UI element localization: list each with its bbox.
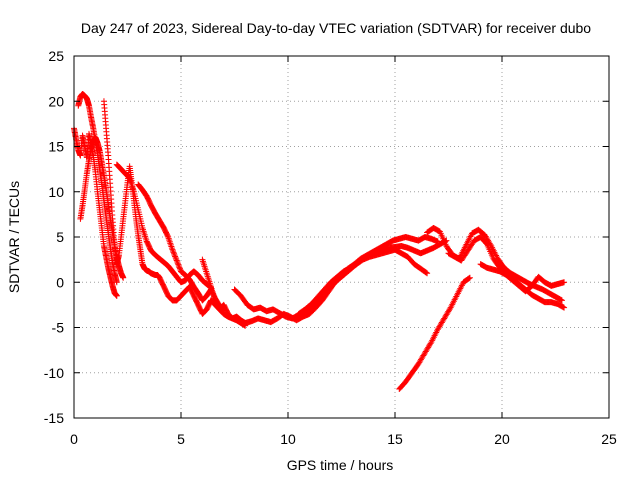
y-tick-label: -10 xyxy=(44,365,64,381)
y-axis-label: SDTVAR / TECUs xyxy=(6,181,22,293)
data-point xyxy=(174,258,181,265)
y-tick-label: 20 xyxy=(48,93,64,109)
series-sat-c xyxy=(77,134,127,281)
data-point xyxy=(466,274,473,281)
series-sat-j xyxy=(396,274,473,393)
chart-title: Day 247 of 2023, Sidereal Day-to-day VTE… xyxy=(81,20,591,36)
series-sat-e xyxy=(113,161,214,291)
x-tick-label: 10 xyxy=(280,431,296,447)
data-point xyxy=(423,269,430,276)
series-sat-m xyxy=(477,261,568,295)
data-point xyxy=(172,254,179,261)
x-tick-label: 20 xyxy=(494,431,510,447)
data-point xyxy=(169,248,176,255)
y-tick-label: 25 xyxy=(48,48,64,64)
data-series xyxy=(71,91,568,393)
data-point xyxy=(176,265,183,272)
y-tick-label: -15 xyxy=(44,410,64,426)
data-point xyxy=(561,304,568,311)
x-tick-label: 5 xyxy=(177,431,185,447)
y-tick-label: 5 xyxy=(56,229,64,245)
data-point xyxy=(120,274,127,281)
x-tick-label: 15 xyxy=(387,431,403,447)
series-sat-i xyxy=(295,246,431,317)
data-point xyxy=(169,246,176,253)
x-axis-label: GPS time / hours xyxy=(287,457,394,473)
y-tick-label: 15 xyxy=(48,139,64,155)
data-point xyxy=(174,260,181,267)
data-point xyxy=(171,252,178,259)
data-point xyxy=(173,256,180,263)
y-tick-label: 10 xyxy=(48,184,64,200)
data-point xyxy=(424,270,431,277)
y-tick-label: -5 xyxy=(52,320,65,336)
data-point xyxy=(113,279,120,286)
series-sat-l xyxy=(445,234,568,311)
axis-ticks: 0 5 10 15 20 25 -15 -10 -5 0 5 10 15 20 25 xyxy=(44,48,617,447)
data-point xyxy=(164,232,171,239)
x-tick-label: 25 xyxy=(601,431,617,447)
y-tick-label: 0 xyxy=(56,274,64,290)
data-point xyxy=(170,249,177,256)
data-point xyxy=(561,279,568,286)
x-tick-label: 0 xyxy=(70,431,78,447)
data-point xyxy=(175,262,182,269)
data-point xyxy=(466,275,473,282)
data-point xyxy=(175,261,182,268)
data-point xyxy=(176,264,183,271)
data-point xyxy=(558,297,565,304)
data-point xyxy=(171,250,178,257)
data-point xyxy=(113,292,120,299)
data-point xyxy=(172,253,179,260)
data-point xyxy=(173,257,180,264)
